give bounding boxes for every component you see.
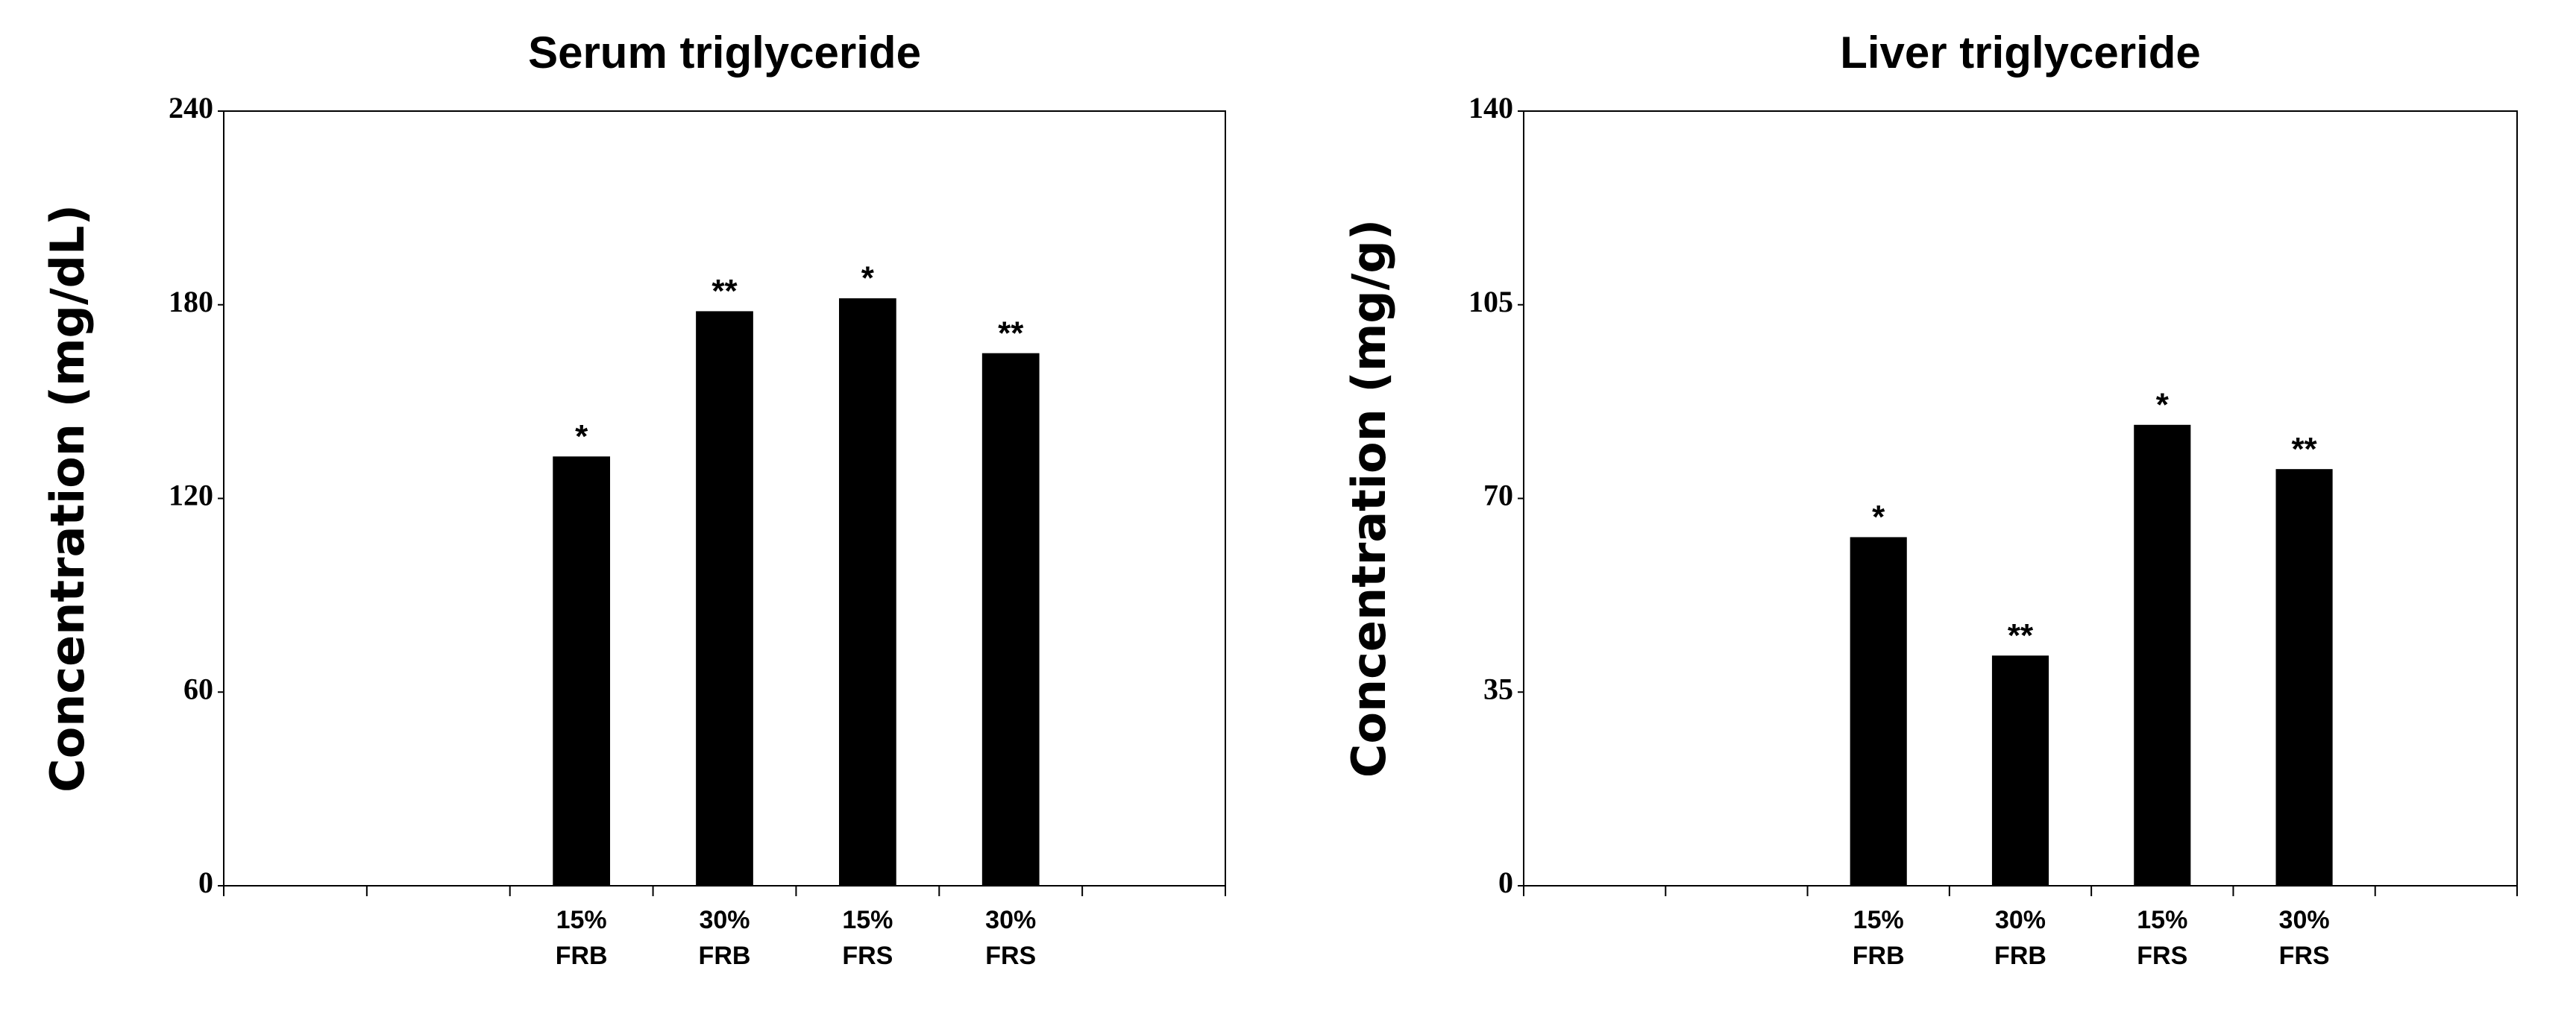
bar <box>838 298 896 886</box>
x-tick-label: 15% FRB <box>1852 906 1905 970</box>
chart-title: Liver triglyceride <box>1840 28 2201 78</box>
y-tick-label: 120 <box>169 479 213 512</box>
y-tick-label: 0 <box>198 866 213 899</box>
significance-marker: * <box>2156 386 2170 423</box>
chart-title: Serum triglyceride <box>528 28 921 78</box>
y-tick-label: 35 <box>1483 672 1513 705</box>
x-tick-label: 30% FRB <box>1994 906 2046 970</box>
bar <box>2275 469 2333 886</box>
y-tick-label: 140 <box>1468 91 1513 125</box>
y-tick-label: 180 <box>169 285 213 318</box>
bar <box>553 456 611 886</box>
significance-marker: ** <box>998 315 1024 351</box>
x-tick-label: 30% FRS <box>2278 906 2330 970</box>
y-tick-label: 70 <box>1483 479 1513 512</box>
y-tick-label: 105 <box>1468 285 1513 318</box>
y-tick-label: 0 <box>1498 866 1513 899</box>
x-tick-label: 15% FRB <box>555 906 608 970</box>
bar <box>1991 655 2049 886</box>
y-axis-label: Concentration (mg/g) <box>1342 219 1396 778</box>
significance-marker: ** <box>2008 617 2034 654</box>
bar <box>1850 537 1907 886</box>
bar <box>2134 424 2191 886</box>
significance-marker: * <box>1872 499 1885 535</box>
significance-marker: * <box>861 260 875 297</box>
significance-marker: ** <box>711 273 738 309</box>
y-tick-label: 60 <box>183 672 213 705</box>
x-tick-label: 15% FRS <box>842 906 893 970</box>
x-tick-label: 30% FRB <box>698 906 751 970</box>
bar <box>696 311 753 886</box>
significance-marker: ** <box>2291 431 2317 467</box>
x-tick-label: 15% FRS <box>2137 906 2188 970</box>
bar <box>981 353 1040 886</box>
y-tick-label: 240 <box>169 91 213 125</box>
x-tick-label: 30% FRS <box>985 906 1037 970</box>
y-axis-label: Concentration (mg/dL) <box>40 204 95 793</box>
significance-marker: * <box>575 418 588 455</box>
